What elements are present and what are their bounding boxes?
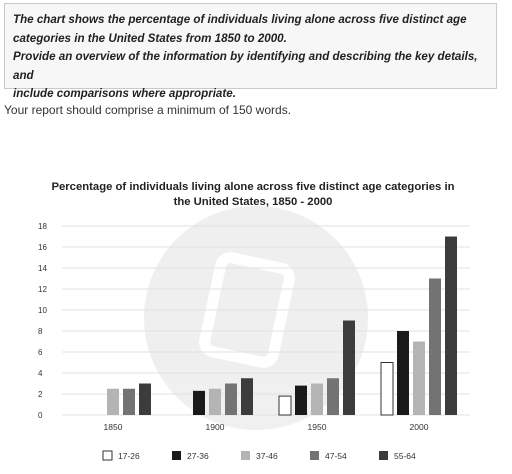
x-tick-label: 1850 bbox=[104, 422, 123, 432]
x-tick-label: 1900 bbox=[206, 422, 225, 432]
legend-swatch-47-54 bbox=[310, 451, 319, 460]
legend-swatch-55-64 bbox=[379, 451, 388, 460]
bar-37-46-1850 bbox=[107, 388, 119, 415]
bar-17-26-2000 bbox=[380, 362, 394, 416]
task-prompt-box: The chart shows the percentage of indivi… bbox=[4, 3, 497, 100]
legend-swatch-17-26 bbox=[102, 450, 113, 461]
bar-17-26-1950 bbox=[278, 395, 292, 416]
bar-37-46-2000 bbox=[413, 341, 425, 415]
bars bbox=[107, 236, 457, 416]
y-tick-label: 4 bbox=[38, 369, 43, 378]
y-tick-label: 8 bbox=[38, 327, 43, 336]
bar-47-54-1950 bbox=[327, 378, 339, 415]
bar-55-64-1900 bbox=[241, 378, 253, 415]
y-tick-label: 12 bbox=[38, 285, 47, 294]
legend-label: 27-36 bbox=[187, 451, 209, 461]
bar-55-64-2000 bbox=[445, 236, 457, 415]
legend-label: 55-64 bbox=[394, 451, 416, 461]
task-line-3: Provide an overview of the information b… bbox=[13, 50, 478, 82]
watermark bbox=[144, 206, 368, 430]
x-tick-label: 1950 bbox=[308, 422, 327, 432]
y-tick-label: 2 bbox=[38, 390, 43, 399]
task-line-1: The chart shows the percentage of indivi… bbox=[13, 13, 467, 26]
legend-label: 47-54 bbox=[325, 451, 347, 461]
bar-47-54-1850 bbox=[123, 388, 135, 415]
y-tick-label: 6 bbox=[38, 348, 43, 357]
bar-55-64-1950 bbox=[343, 320, 355, 415]
bar-47-54-1900 bbox=[225, 383, 237, 415]
chart-title-line-2: the United States, 1850 - 2000 bbox=[174, 196, 333, 208]
y-tick-label: 0 bbox=[38, 411, 43, 420]
y-axis-ticks: 0 2 4 6 8 10 12 14 16 18 bbox=[38, 222, 47, 420]
bar-27-36-1950 bbox=[295, 385, 307, 415]
bar-37-46-1900 bbox=[209, 388, 221, 415]
task-line-2: categories in the United States from 185… bbox=[13, 31, 287, 45]
legend-label: 17-26 bbox=[118, 451, 140, 461]
y-tick-label: 14 bbox=[38, 264, 47, 273]
x-tick-label: 2000 bbox=[410, 422, 429, 432]
bar-27-36-1900 bbox=[193, 390, 205, 415]
legend-swatch-27-36 bbox=[172, 451, 181, 460]
bar-37-46-1950 bbox=[311, 383, 323, 415]
chart-title-line-1: Percentage of individuals living alone a… bbox=[51, 181, 454, 193]
legend: 17-26 27-36 37-46 47-54 55-64 bbox=[102, 450, 416, 461]
bar-55-64-1850 bbox=[139, 383, 151, 415]
word-count-note: Your report should comprise a minimum of… bbox=[4, 103, 292, 117]
bar-47-54-2000 bbox=[429, 278, 441, 415]
x-axis-ticks: 1850 1900 1950 2000 bbox=[104, 422, 429, 432]
y-tick-label: 10 bbox=[38, 306, 47, 315]
task-line-4: include comparisons where appropriate. bbox=[13, 87, 236, 101]
legend-swatch-37-46 bbox=[241, 451, 250, 460]
y-tick-label: 18 bbox=[38, 222, 47, 231]
y-tick-label: 16 bbox=[38, 243, 47, 252]
bar-27-36-2000 bbox=[397, 331, 409, 415]
legend-label: 37-46 bbox=[256, 451, 278, 461]
